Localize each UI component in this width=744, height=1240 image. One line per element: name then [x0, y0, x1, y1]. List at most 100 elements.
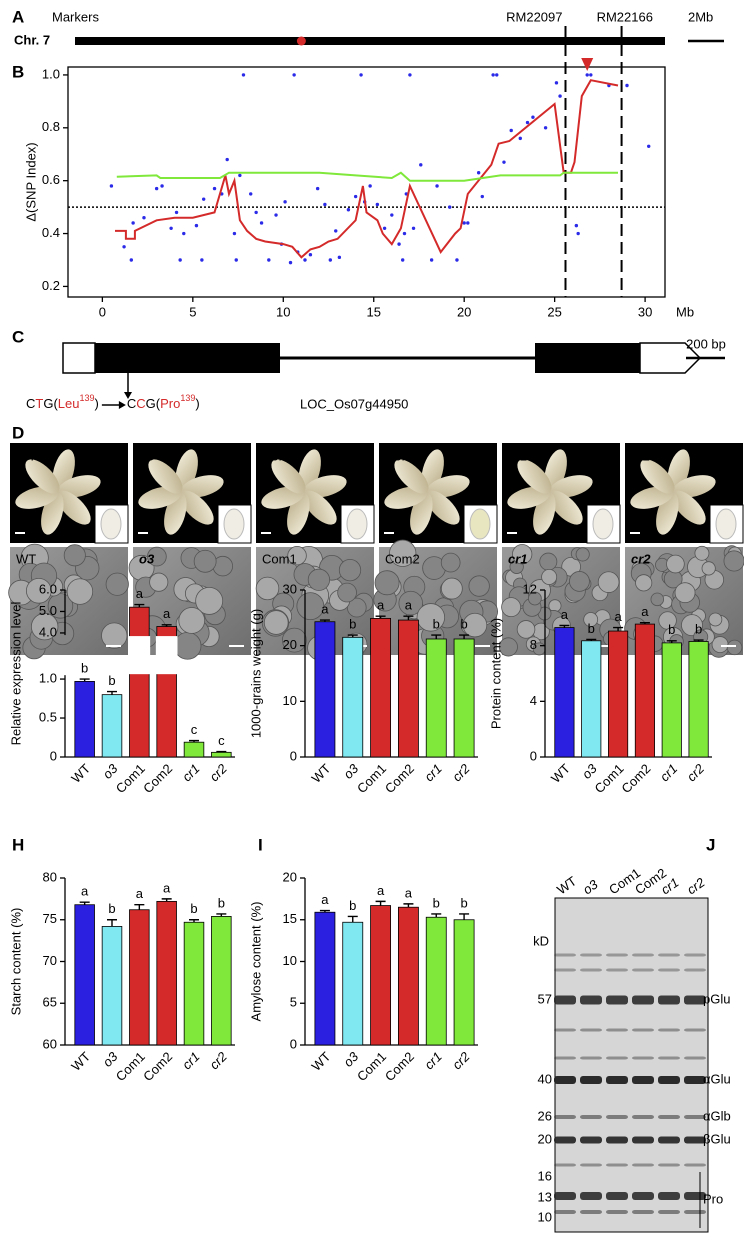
utr: [639, 342, 702, 374]
y-tick-label: 6.0: [39, 581, 57, 596]
x-tick-label: Com1: [113, 1049, 148, 1084]
mw-marker: 57: [538, 991, 552, 1006]
gel-band: [684, 1056, 706, 1060]
sem-label: cr1: [508, 551, 528, 566]
y-tick-label: 0.4: [42, 225, 60, 240]
gel-band: [684, 1076, 706, 1084]
grain: [303, 475, 347, 498]
x-tick-label: o3: [100, 1048, 121, 1069]
snp-point: [109, 184, 114, 188]
bar: [453, 638, 475, 758]
panel-letter: B: [12, 62, 24, 81]
codon-part: G(: [43, 396, 58, 411]
mw-marker: 13: [538, 1189, 552, 1204]
snp-point: [462, 221, 466, 225]
grain-label: WT: [16, 448, 36, 463]
gel: [554, 897, 709, 1233]
sem-label: Com1: [262, 551, 297, 566]
snp-point: [292, 73, 296, 77]
y-tick-label: 4.0: [39, 624, 57, 639]
codon-part: C: [26, 396, 35, 411]
snp-point: [283, 200, 287, 204]
snp-point: [476, 171, 481, 175]
snp-point: [337, 255, 342, 260]
codon-change: CCG(Pro139): [127, 393, 200, 411]
grain-section: [223, 508, 245, 540]
x-tick-label: 10: [276, 304, 290, 319]
gel-band: [580, 1056, 602, 1060]
error-bar: [586, 638, 597, 641]
starch-granule: [296, 592, 325, 621]
codon-part: T: [35, 396, 43, 411]
significance-letter: b: [433, 617, 440, 632]
grain: [425, 490, 460, 525]
snp-index-line: [115, 79, 619, 259]
starch-granule: [512, 544, 533, 565]
error-bar: [107, 690, 117, 695]
gel-band: [658, 1115, 680, 1119]
x-tick-label: Com2: [140, 1049, 175, 1084]
y-tick-label: 20: [283, 869, 297, 884]
error-bar: [161, 898, 172, 902]
starch-granule: [440, 577, 463, 600]
snp-point: [225, 157, 229, 162]
x-tick-label: Com1: [113, 761, 148, 796]
starch-granule: [541, 569, 558, 585]
bar: [129, 909, 150, 1046]
gel-band: [658, 968, 680, 972]
significance-letter: a: [405, 885, 413, 900]
y-tick-label: 1.0: [39, 671, 57, 686]
gel-band: [606, 1056, 628, 1060]
snp-point: [495, 73, 499, 77]
x-tick-label: cr2: [207, 760, 231, 784]
significance-letter: a: [321, 601, 329, 616]
snp-point: [267, 258, 271, 262]
grain-label: o3: [139, 448, 155, 463]
snp-point: [543, 126, 548, 130]
grain: [148, 459, 183, 494]
gel-band: [632, 1192, 654, 1200]
starch-granule: [63, 544, 86, 567]
y-tick-label: 5.0: [39, 603, 57, 618]
gel-band: [554, 953, 576, 957]
starch-granule: [307, 568, 331, 591]
y-axis-label: Amylose content (%): [248, 902, 263, 1022]
grain-section: [469, 508, 491, 540]
y-tick-label: 8: [530, 637, 537, 652]
snp-point: [353, 194, 358, 199]
snp-point: [234, 258, 238, 262]
snp-point: [419, 163, 423, 167]
gel-band: [658, 953, 680, 957]
error-bar: [347, 915, 358, 923]
gel-band: [658, 995, 680, 1005]
gel-band: [580, 1115, 602, 1119]
snp-index-line: [116, 171, 618, 182]
starch-granule: [701, 561, 716, 576]
snp-point: [390, 213, 394, 217]
starch-granule: [338, 559, 362, 582]
significance-letter: b: [349, 617, 356, 632]
starch-granule: [528, 591, 542, 606]
arrow-head: [124, 392, 132, 399]
gel-band: [554, 1056, 576, 1060]
grain: [672, 475, 716, 498]
grain: [507, 486, 551, 509]
marker-name: RM22097: [506, 9, 562, 24]
gel-band: [606, 1115, 628, 1119]
x-tick-label: cr2: [684, 760, 708, 784]
gel-band: [580, 953, 602, 957]
x-tick-label: WT: [68, 761, 93, 786]
snp-point: [509, 128, 513, 133]
sem-label: cr2: [631, 551, 651, 566]
band-label: αGlu: [703, 1071, 731, 1086]
y-tick-label: 65: [43, 995, 57, 1010]
x-tick-label: o3: [340, 1048, 361, 1069]
grain: [15, 486, 59, 509]
codon-part: Pro: [160, 396, 180, 411]
grain-label: cr2: [631, 448, 651, 463]
grain: [56, 490, 91, 525]
significance-letter: b: [190, 901, 197, 916]
grain: [640, 459, 675, 494]
snp-point: [402, 231, 407, 236]
snp-point: [531, 115, 535, 119]
